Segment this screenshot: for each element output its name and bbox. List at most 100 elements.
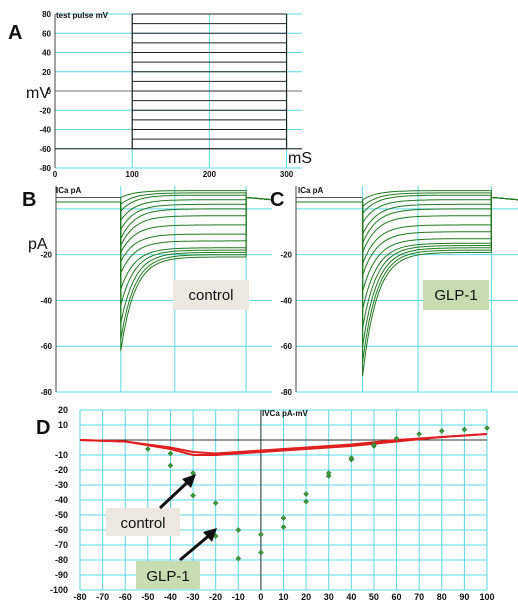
panel-d-data-point	[258, 531, 264, 538]
panel-d-data-point	[461, 426, 468, 433]
panel-d-ytick-label: -100	[50, 585, 68, 595]
panel-b-current-trace	[56, 192, 273, 206]
glp1-label: GLP-1	[434, 287, 477, 304]
panel-d-data-point	[325, 470, 332, 476]
panel-d-data-point	[484, 425, 490, 431]
panel-b-ytick-label: -60	[40, 342, 52, 351]
panel-d-data-point	[325, 473, 332, 479]
panel-a-ytick-label: 60	[42, 29, 51, 38]
panel-d-xtick-label: -80	[73, 592, 86, 602]
panel-d-data-point	[303, 491, 309, 497]
panel-c-chart: -20 -40 -60 -80	[280, 186, 518, 397]
panel-d-xtick-label: 20	[301, 592, 311, 602]
panel-b-current-trace	[56, 196, 273, 340]
panel-b-current-trace	[56, 196, 273, 222]
panel-a-ytick-label: -80	[39, 164, 51, 173]
panel-b-current-trace	[56, 196, 273, 255]
panel-b-label: B	[22, 189, 36, 211]
panel-b-ytick-label: -20	[40, 251, 52, 260]
panel-d-data-point	[280, 515, 287, 521]
panel-d-ytick-label: -10	[55, 450, 68, 460]
panel-d-xtick-label: 30	[324, 592, 334, 602]
panel-b-header: ICa pA	[56, 186, 82, 195]
panel-c-current-trace	[296, 196, 518, 310]
panel-d-label: D	[36, 417, 50, 439]
panel-b-current-trace	[56, 196, 273, 239]
panel-c-current-trace	[296, 196, 518, 253]
panel-c-label: C	[270, 189, 284, 211]
panel-d-iv-curve	[79, 433, 488, 456]
panel-b-ytick-label: -80	[40, 388, 52, 397]
panel-d-xtick-label: 50	[369, 592, 379, 602]
panel-b-chart: -20 -40 -60 -80	[40, 186, 273, 397]
panel-c-current-trace	[296, 196, 518, 225]
panel-d-ytick-label: 20	[58, 405, 68, 415]
panel-d-xtick-label: -10	[232, 592, 245, 602]
panel-c-current-trace	[296, 196, 518, 276]
panel-d-xtick-label: 0	[258, 592, 263, 602]
panel-d-data-point	[393, 435, 400, 442]
panel-b-current-trace	[56, 196, 273, 232]
panel-a-ytick-label: 40	[42, 49, 51, 58]
panel-b-current-trace	[56, 190, 273, 203]
panel-d-xtick-label: -40	[164, 592, 177, 602]
arrow-control	[158, 474, 196, 510]
panel-d-ytick-label: -90	[55, 570, 68, 580]
panel-d-ytick-label: -20	[55, 465, 68, 475]
panel-c-current-trace	[296, 196, 518, 264]
panel-d-xtick-label: -20	[209, 592, 222, 602]
arrow-glp1	[179, 528, 217, 562]
panel-d-xtick-label: 40	[346, 592, 356, 602]
panel-a-label: A	[8, 22, 22, 44]
panel-c-current-trace	[296, 196, 518, 377]
panel-d-ytick-label: -30	[55, 480, 68, 490]
panel-d-header: IVCa pA-mV	[262, 409, 308, 418]
panel-b-current-trace	[56, 196, 273, 351]
panel-d-data-point	[235, 527, 242, 533]
panel-a-ytick-label: 0	[47, 87, 52, 96]
panel-c-current-trace	[296, 196, 518, 235]
panel-a-ytick-label: -20	[39, 106, 51, 115]
panel-a-xtick-label: 0	[53, 170, 58, 179]
panel-c-ytick-label: -20	[280, 251, 292, 260]
panel-b-current-trace	[56, 196, 273, 246]
panel-d-xtick-label: 70	[414, 592, 424, 602]
panel-d-data-point	[190, 492, 196, 499]
panel-a-xlabel: mS	[288, 150, 312, 167]
panel-d-ytick-label: -80	[55, 555, 68, 565]
panel-c-ytick-label: -80	[280, 388, 292, 397]
panel-a-header: test pulse mV	[56, 11, 109, 20]
panel-d-xtick-label: 90	[459, 592, 469, 602]
panel-a-xtick-label: 300	[280, 170, 294, 179]
panel-a-ytick-label: -40	[39, 126, 51, 135]
panel-a-ytick-label: 20	[42, 68, 51, 77]
panel-b-current-trace	[56, 196, 273, 306]
panel-d-xtick-label: -70	[96, 592, 109, 602]
panel-d-data-point	[167, 450, 174, 457]
annotation-control: control	[120, 515, 165, 532]
panel-c-header: ICa pA	[298, 186, 324, 195]
panel-d-data-point	[438, 428, 445, 434]
panel-d-data-point	[416, 431, 423, 437]
panel-d-xtick-label: -50	[141, 592, 154, 602]
panel-d-xtick-label: 100	[479, 592, 494, 602]
panel-b-current-trace	[56, 196, 273, 274]
panel-d-data-point	[167, 462, 174, 469]
panel-d-xtick-label: 10	[278, 592, 288, 602]
panel-d-iv-curve	[79, 433, 488, 455]
panel-d-data-point	[144, 446, 151, 452]
panel-d-data-point	[303, 498, 309, 505]
panel-b-ylabel: pA	[28, 236, 48, 253]
panel-c-ytick-label: -60	[280, 342, 292, 351]
panel-b-current-trace	[56, 196, 273, 324]
panel-c-current-trace	[296, 196, 518, 292]
panel-c-current-trace	[296, 190, 518, 203]
panel-d-ytick-label: -70	[55, 540, 68, 550]
glp1-label-box	[423, 280, 489, 310]
panel-d-xtick-label: 80	[437, 592, 447, 602]
panel-d-xtick-label: -60	[119, 592, 132, 602]
panel-b-current-trace	[56, 194, 273, 213]
panel-d-ytick-label: -40	[55, 495, 68, 505]
